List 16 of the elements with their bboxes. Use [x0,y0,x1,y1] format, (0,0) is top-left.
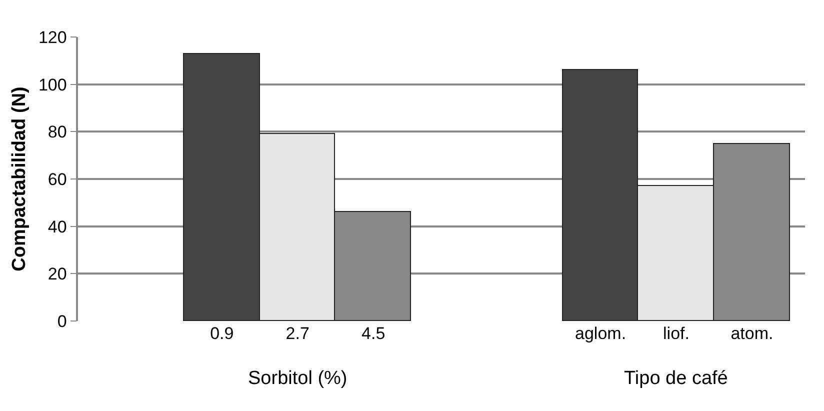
y-tick-label: 100 [38,75,67,94]
x-tick-label: aglom. [575,324,626,343]
x-tick-label: 4.5 [362,324,386,343]
y-axis-title: Compactabilidad (N) [8,86,30,272]
x-tick-label: 0.9 [210,324,234,343]
y-tick-label: 20 [48,264,67,284]
y-tick-label: 120 [38,28,67,47]
x-tick-label: liof. [663,324,690,343]
x-tick-label: atom. [730,324,774,343]
text: Sorbitol (%) [248,368,348,389]
y-tick-label: 60 [48,170,67,189]
x-tick-label: 2.7 [286,324,310,343]
text: Tipo de café [624,368,728,389]
y-tick-label: 0 [57,312,67,331]
y-tick-label: 80 [48,122,67,142]
y-tick-label: 40 [48,217,67,236]
